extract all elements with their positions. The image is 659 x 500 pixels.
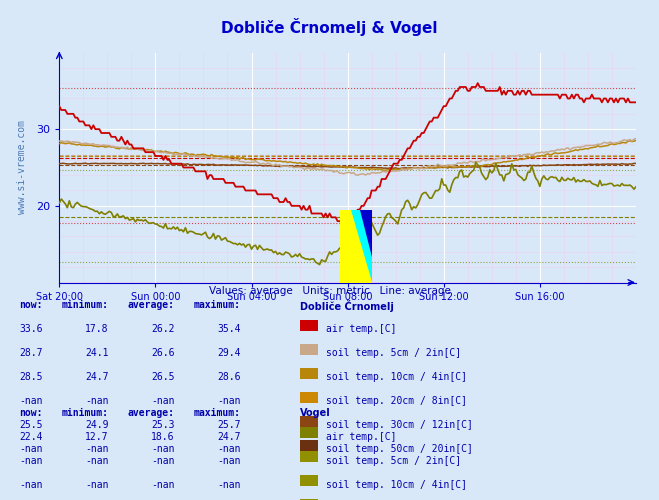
Text: maximum:: maximum: [194,408,241,418]
Text: Dobliče Črnomelj: Dobliče Črnomelj [300,300,393,312]
Text: now:: now: [19,408,43,418]
Text: air temp.[C]: air temp.[C] [326,324,397,334]
Text: www.si-vreme.com: www.si-vreme.com [17,120,27,214]
Text: 12.7: 12.7 [85,432,109,442]
Text: 28.7: 28.7 [19,348,43,358]
Text: -nan: -nan [85,444,109,454]
Text: -nan: -nan [217,480,241,490]
Text: average:: average: [128,408,175,418]
Text: -nan: -nan [85,456,109,466]
Polygon shape [360,210,372,257]
Text: 22.4: 22.4 [19,432,43,442]
Text: soil temp. 10cm / 4in[C]: soil temp. 10cm / 4in[C] [326,372,467,382]
Text: -nan: -nan [151,456,175,466]
Text: -nan: -nan [19,396,43,406]
Text: 26.6: 26.6 [151,348,175,358]
Text: air temp.[C]: air temp.[C] [326,432,397,442]
Polygon shape [351,210,372,282]
Text: -nan: -nan [217,456,241,466]
Text: 24.9: 24.9 [85,420,109,430]
Text: Dobliče Črnomelj & Vogel: Dobliče Črnomelj & Vogel [221,18,438,36]
Text: Vogel: Vogel [300,408,331,418]
Text: soil temp. 10cm / 4in[C]: soil temp. 10cm / 4in[C] [326,480,467,490]
Text: maximum:: maximum: [194,300,241,310]
Text: 26.2: 26.2 [151,324,175,334]
Text: -nan: -nan [151,480,175,490]
Text: -nan: -nan [19,456,43,466]
Text: 24.7: 24.7 [85,372,109,382]
Text: -nan: -nan [217,396,241,406]
Text: -nan: -nan [151,444,175,454]
Text: 25.7: 25.7 [217,420,241,430]
Text: soil temp. 20cm / 8in[C]: soil temp. 20cm / 8in[C] [326,396,467,406]
Text: 28.6: 28.6 [217,372,241,382]
Text: now:: now: [19,300,43,310]
Text: average:: average: [128,300,175,310]
Text: Values: average   Units: metric   Line: average: Values: average Units: metric Line: aver… [208,286,451,296]
Text: 24.1: 24.1 [85,348,109,358]
Text: 25.5: 25.5 [19,420,43,430]
Text: minimum:: minimum: [62,300,109,310]
Text: -nan: -nan [19,480,43,490]
Text: -nan: -nan [19,444,43,454]
Text: -nan: -nan [85,396,109,406]
Text: soil temp. 30cm / 12in[C]: soil temp. 30cm / 12in[C] [326,420,473,430]
Text: -nan: -nan [151,396,175,406]
Text: minimum:: minimum: [62,408,109,418]
Text: 28.5: 28.5 [19,372,43,382]
Text: soil temp. 5cm / 2in[C]: soil temp. 5cm / 2in[C] [326,456,461,466]
Text: soil temp. 50cm / 20in[C]: soil temp. 50cm / 20in[C] [326,444,473,454]
Text: 29.4: 29.4 [217,348,241,358]
Text: -nan: -nan [85,480,109,490]
Text: 33.6: 33.6 [19,324,43,334]
Text: -nan: -nan [217,444,241,454]
Text: 24.7: 24.7 [217,432,241,442]
Text: 25.3: 25.3 [151,420,175,430]
Text: 35.4: 35.4 [217,324,241,334]
Text: 18.6: 18.6 [151,432,175,442]
Text: soil temp. 5cm / 2in[C]: soil temp. 5cm / 2in[C] [326,348,461,358]
Bar [339,210,372,282]
Text: 17.8: 17.8 [85,324,109,334]
Text: 26.5: 26.5 [151,372,175,382]
